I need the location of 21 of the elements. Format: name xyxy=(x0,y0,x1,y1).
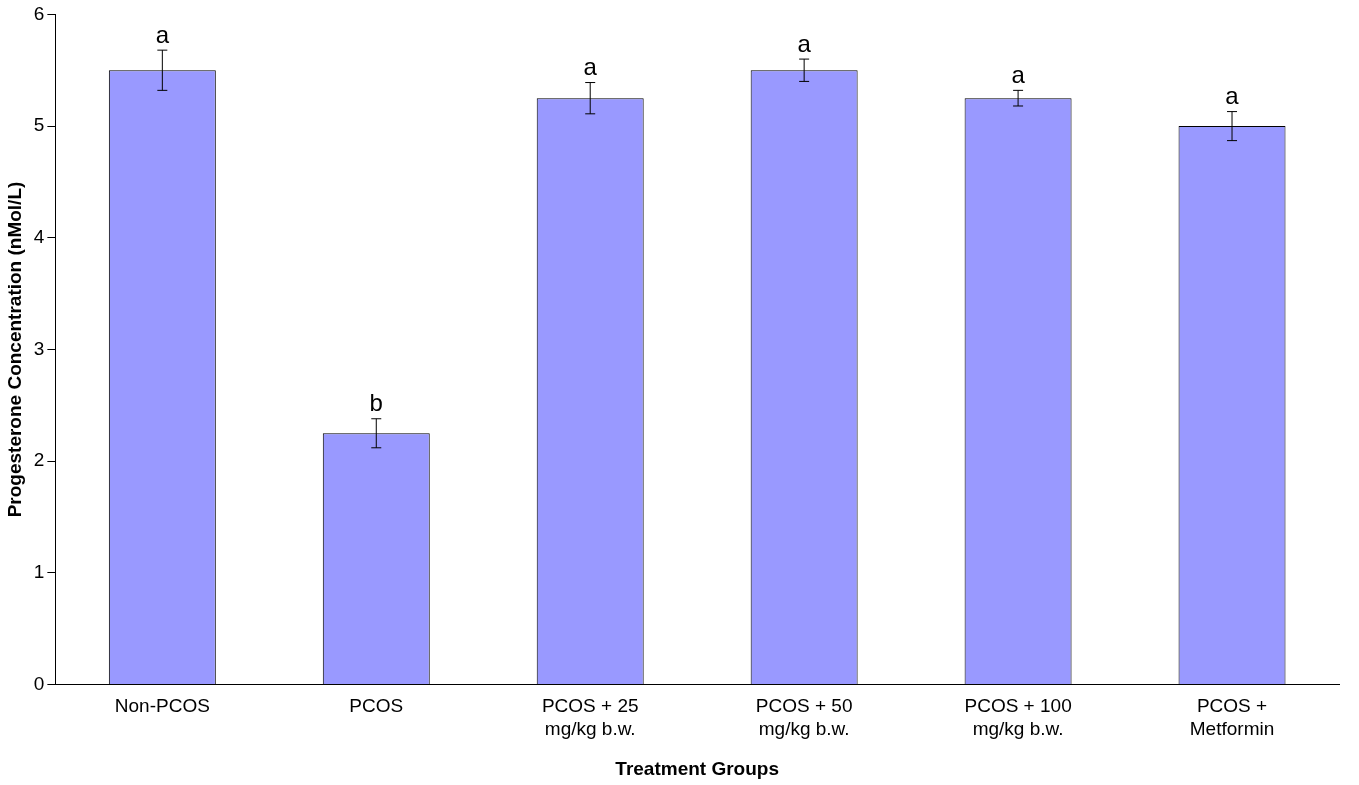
annotation: a xyxy=(583,53,598,81)
y-axis-title: Progesterone Concentration (nMol/L) xyxy=(3,181,25,518)
y-tick-label: 3 xyxy=(33,337,45,359)
x-tick-label: PCOS + 25 mg/kg b.w. xyxy=(541,695,639,740)
x-tick-label: PCOS + 100 mg/kg b.w. xyxy=(964,695,1072,740)
y-tick-label: 5 xyxy=(33,114,45,136)
annotation: a xyxy=(155,20,170,48)
annotation: b xyxy=(369,389,383,417)
annotation: a xyxy=(1225,82,1240,110)
y-tick-label: 6 xyxy=(33,2,45,24)
y-tick-label: 0 xyxy=(33,672,45,694)
x-tick-label: PCOS + 50 mg/kg b.w. xyxy=(755,695,853,740)
x-tick-label: PCOS xyxy=(349,695,404,717)
y-tick-label: 4 xyxy=(33,226,45,248)
y-tick-label: 1 xyxy=(33,561,45,583)
x-tick-label: Non-PCOS xyxy=(114,695,210,717)
annotation: a xyxy=(797,29,812,57)
x-axis-title: Treatment Groups xyxy=(615,757,780,779)
x-tick-label: PCOS + Metformin xyxy=(1189,695,1275,740)
annotation: a xyxy=(1011,60,1026,88)
y-tick-label: 2 xyxy=(33,449,45,471)
